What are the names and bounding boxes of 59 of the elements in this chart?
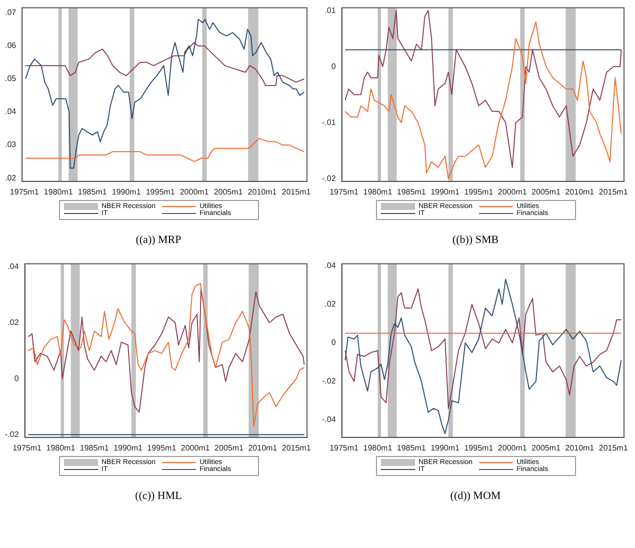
x-tick-label: 2010m1 [565, 443, 595, 452]
x-tick-label: 2015m1 [282, 187, 312, 196]
x-tick-label: 1975m1 [10, 187, 40, 196]
y-tick-label: -.02 [322, 174, 336, 183]
y-tick-label: -.02 [4, 430, 20, 439]
y-tick-label: 0 [331, 338, 336, 348]
x-tick-label: 1975m1 [330, 187, 360, 196]
x-tick-label: 1995m1 [464, 187, 494, 196]
y-tick-label: .05 [4, 74, 17, 84]
x-tick-label: 1975m1 [330, 443, 360, 452]
x-tick-label: 1990m1 [114, 443, 144, 452]
y-tick-label: .02 [4, 173, 17, 182]
y-tick-label: -.04 [322, 415, 336, 424]
x-tick-label: 2000m1 [180, 187, 210, 196]
y-tick-label: .02 [324, 300, 336, 309]
text: ((a)) MRP [134, 234, 182, 248]
x-tick-label: 1980m1 [363, 187, 393, 196]
x-tick-label: 2000m1 [498, 443, 528, 452]
x-tick-label: 2010m1 [248, 443, 278, 452]
x-tick-label: 1985m1 [396, 443, 426, 452]
x-tick-label: 1990m1 [112, 187, 142, 196]
x-tick-label: 1985m1 [78, 187, 108, 196]
x-tick-label: 2015m1 [282, 443, 312, 452]
y-tick-label: .07 [4, 8, 17, 17]
x-tick-label: 2005m1 [214, 187, 244, 196]
x-tick-label: 2015m1 [598, 187, 628, 196]
y-tick-label: -.01 [322, 118, 336, 127]
y-tick-label: .04 [324, 260, 336, 270]
x-tick-label: 1985m1 [80, 443, 110, 452]
x-tick-label: 1980m1 [46, 443, 76, 452]
x-tick-label: 1990m1 [430, 187, 460, 196]
y-tick-label: .01 [324, 6, 336, 15]
y-tick-label: .02 [8, 318, 20, 327]
x-tick-label: 1980m1 [44, 187, 74, 196]
x-tick-label: 1995m1 [464, 443, 494, 452]
x-tick-label: 1980m1 [363, 443, 393, 452]
x-tick-label: 2000m1 [498, 187, 528, 196]
y-tick-label: .06 [4, 41, 17, 50]
x-tick-label: 1975m1 [12, 443, 42, 452]
x-tick-label: 2005m1 [532, 443, 562, 452]
x-tick-label: 1995m1 [146, 187, 176, 196]
x-tick-label: 2015m1 [598, 443, 628, 452]
y-tick-label: .03 [4, 140, 17, 150]
x-tick-label: 2010m1 [248, 187, 278, 196]
x-tick-label: 2010m1 [565, 187, 595, 196]
y-tick-label: 0 [14, 374, 20, 383]
x-tick-label: 2005m1 [532, 187, 562, 196]
y-tick-label: .04 [8, 262, 20, 271]
text: ((b)) SMB [451, 234, 500, 248]
y-tick-label: .04 [4, 107, 17, 116]
y-tick-label: 0 [331, 62, 336, 71]
x-tick-label: 1995m1 [147, 443, 177, 452]
y-tick-label: -.02 [322, 376, 336, 386]
x-tick-label: 1990m1 [430, 443, 460, 452]
x-tick-label: 2000m1 [180, 443, 210, 452]
x-tick-label: 1985m1 [396, 187, 426, 196]
text: ((c)) HML [134, 490, 183, 504]
x-tick-label: 2005m1 [214, 443, 244, 452]
text: ((d)) MOM [449, 490, 502, 504]
